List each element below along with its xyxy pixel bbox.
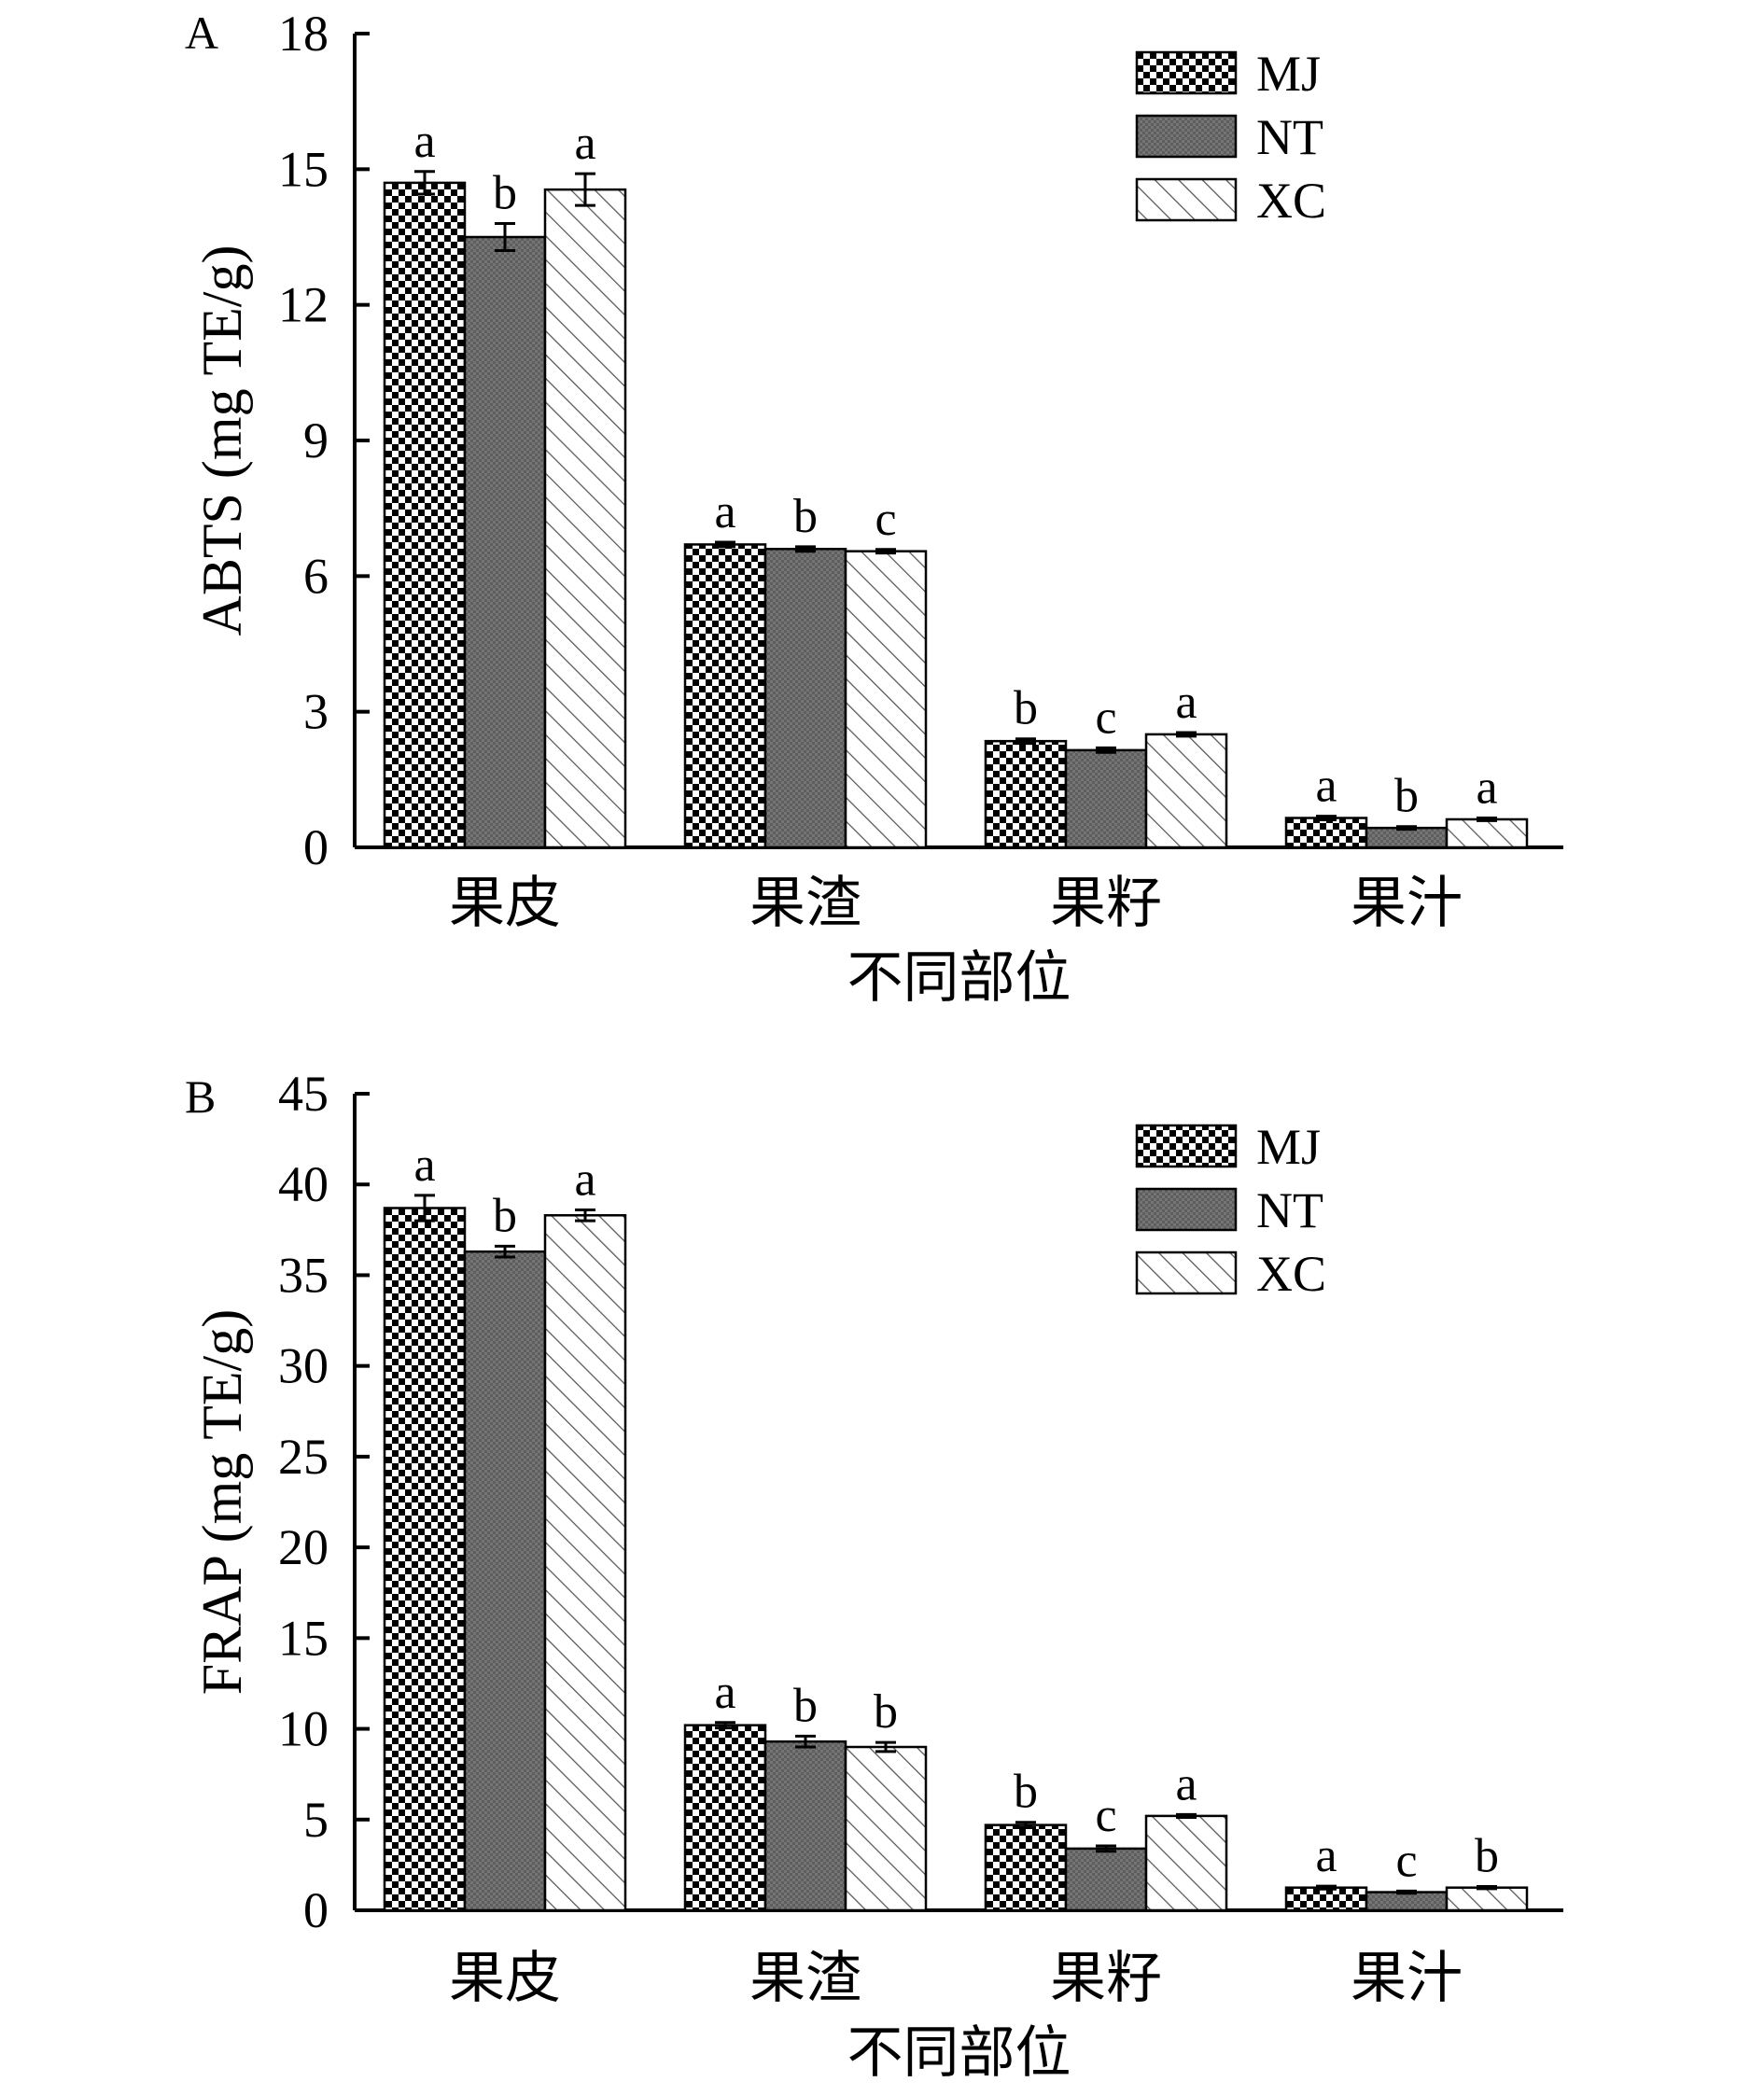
significance-label: b	[793, 490, 818, 543]
significance-label: a	[1476, 762, 1497, 815]
bar-mj	[383, 1207, 467, 1912]
significance-label: a	[714, 485, 735, 538]
bar-xc	[1144, 733, 1228, 849]
x-axis-title: 不同部位	[847, 947, 1071, 1009]
significance-label: b	[1014, 1766, 1038, 1819]
y-tick-label: 9	[303, 412, 329, 468]
x-category-label: 果籽	[1050, 1948, 1162, 2009]
legend-label: XC	[1256, 1246, 1326, 1302]
y-tick-label: 3	[303, 684, 329, 740]
bar-nt	[463, 235, 547, 849]
y-tick-label: 5	[303, 1792, 329, 1848]
x-category-label: 果渣	[749, 873, 861, 934]
significance-label: a	[1315, 760, 1337, 813]
y-axis-title: ABTS (mg TE/g)	[191, 245, 253, 636]
bar-xc	[543, 188, 627, 849]
legend-swatch-mj	[1135, 50, 1238, 95]
legend-swatch-xc	[1135, 1251, 1238, 1295]
x-category-label: 果皮	[449, 1948, 561, 2009]
y-tick-label: 30	[278, 1338, 329, 1394]
x-axis-title: 不同部位	[847, 2022, 1071, 2084]
bar-nt	[1064, 748, 1148, 849]
panel-label: B	[185, 1070, 216, 1123]
legend-label: MJ	[1256, 1119, 1321, 1175]
legend-label: XC	[1256, 173, 1326, 229]
significance-label: b	[493, 166, 517, 219]
legend-label: NT	[1256, 109, 1323, 165]
significance-label: a	[1175, 1757, 1197, 1810]
bar-xc	[1445, 1886, 1529, 1912]
significance-label: a	[714, 1666, 735, 1719]
chart-panel-b: B 0 5 10 15 20 25 30 35 40 45 FRAP (mg TE/g) 不同部位 a b a…	[185, 1066, 1563, 2084]
bar-nt	[763, 548, 847, 849]
y-tick-label: 15	[278, 1610, 329, 1666]
legend-swatch-nt	[1135, 1187, 1238, 1232]
y-tick-label: 18	[278, 6, 329, 62]
significance-label: a	[574, 117, 595, 170]
bar-mj	[1284, 1886, 1368, 1912]
bar-mj	[1284, 817, 1368, 849]
significance-label: a	[413, 1139, 435, 1192]
legend-label: NT	[1256, 1182, 1323, 1238]
bar-xc	[1144, 1814, 1228, 1912]
y-tick-label: 6	[303, 548, 329, 604]
significance-label: c	[875, 493, 896, 546]
bar-nt	[463, 1250, 547, 1912]
bar-xc	[844, 550, 928, 849]
significance-label: b	[1014, 682, 1038, 735]
bar-xc	[543, 1214, 627, 1912]
y-tick-label: 12	[278, 277, 329, 333]
bar-mj	[683, 543, 767, 849]
bar-mj	[683, 1724, 767, 1912]
x-category-label: 果汁	[1351, 873, 1463, 934]
significance-label: a	[1315, 1829, 1337, 1882]
y-tick-label: 15	[278, 141, 329, 197]
y-tick-label: 0	[303, 819, 329, 875]
significance-label: c	[1095, 1789, 1116, 1842]
x-category-label: 果渣	[749, 1948, 861, 2009]
significance-label: b	[1394, 770, 1419, 823]
x-category-label: 果皮	[449, 873, 561, 934]
chart-panel-a: A 0 3 6 9 12 15 18 ABTS (mg TE/g) 不同部位 a b a 果皮 a b c 果渣 b…	[185, 6, 1563, 1009]
bar-xc	[1445, 817, 1529, 849]
y-tick-label: 20	[278, 1519, 329, 1575]
bar-nt	[1365, 826, 1449, 849]
bar-xc	[844, 1745, 928, 1912]
significance-label: c	[1395, 1834, 1417, 1887]
panel-label: A	[185, 7, 218, 59]
y-tick-label: 45	[278, 1066, 329, 1122]
legend-swatch-xc	[1135, 177, 1238, 222]
significance-label: a	[1175, 676, 1197, 729]
y-axis-title: FRAP (mg TE/g)	[191, 1309, 253, 1695]
significance-label: c	[1095, 691, 1116, 744]
significance-label: a	[574, 1153, 595, 1206]
x-category-label: 果籽	[1050, 873, 1162, 934]
bar-nt	[1365, 1891, 1449, 1912]
bar-nt	[1064, 1847, 1148, 1912]
bar-mj	[984, 739, 1068, 849]
significance-label: b	[1475, 1830, 1499, 1883]
significance-label: a	[413, 115, 435, 168]
y-tick-label: 10	[278, 1701, 329, 1757]
significance-label: b	[874, 1685, 898, 1739]
y-tick-label: 0	[303, 1882, 329, 1938]
significance-label: b	[793, 1679, 818, 1732]
bar-mj	[383, 181, 467, 849]
legend-swatch-nt	[1135, 114, 1238, 159]
x-category-label: 果汁	[1351, 1948, 1463, 2009]
y-tick-label: 35	[278, 1247, 329, 1303]
legend-swatch-mj	[1135, 1124, 1238, 1168]
bar-nt	[763, 1740, 847, 1912]
y-tick-label: 40	[278, 1156, 329, 1212]
legend-label: MJ	[1256, 46, 1321, 102]
y-tick-label: 25	[278, 1429, 329, 1485]
bar-mj	[984, 1824, 1068, 1912]
significance-label: b	[493, 1189, 517, 1242]
